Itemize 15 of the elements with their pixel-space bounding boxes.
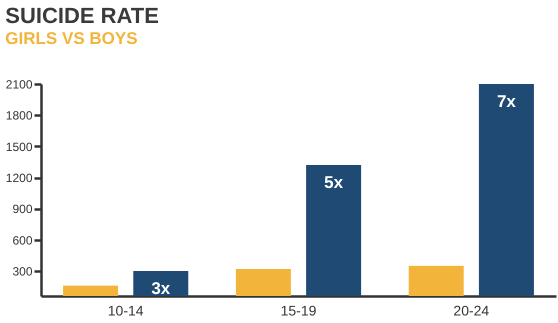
x-tick-label: 15-19: [280, 302, 317, 318]
y-tick-label: 1500: [6, 140, 33, 154]
y-tick-label: 1200: [6, 171, 33, 186]
chart-subtitle: GIRLS VS BOYS: [5, 29, 138, 48]
annotation: 3x: [151, 279, 171, 298]
y-tick-label: 900: [12, 202, 33, 216]
y-tick-label: 2100: [6, 78, 33, 92]
x-tick-label: 10-14: [108, 302, 144, 318]
y-tick-label: 1800: [6, 108, 33, 123]
annotation: 5x: [324, 173, 344, 192]
x-tick-label: 20-24: [453, 302, 490, 318]
annotation: 7x: [496, 92, 516, 111]
y-tick-label: 300: [12, 264, 33, 279]
y-tick-label: 600: [12, 233, 33, 248]
chart-title: SUICIDE RATE: [5, 3, 159, 28]
